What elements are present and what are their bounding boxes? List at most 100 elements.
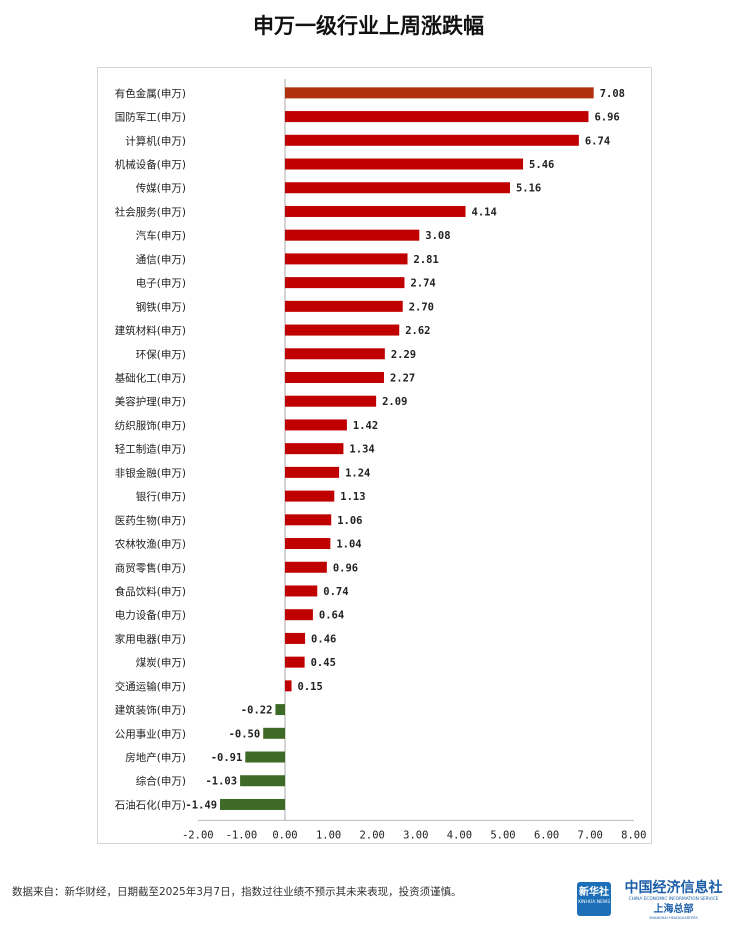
category-label: 综合(申万)	[136, 775, 186, 788]
bar	[285, 87, 594, 99]
x-tick-label: 0.00	[272, 829, 297, 841]
cei-logo-text: 中国经济信息社	[624, 880, 723, 896]
x-tick-label: 6.00	[534, 829, 559, 841]
value-label: 2.74	[410, 278, 435, 290]
x-tick-label: 2.00	[360, 829, 385, 841]
category-label: 环保(申万)	[136, 348, 186, 361]
bar	[285, 134, 579, 146]
category-label: 石油石化(申万)	[115, 798, 186, 811]
cei-branch-en: SHANGHAI HEADQUARTERS	[649, 916, 698, 920]
x-tick-label: 7.00	[578, 829, 603, 841]
value-label: -1.03	[205, 776, 237, 788]
value-label: 6.74	[585, 135, 610, 147]
bar	[275, 704, 285, 716]
bar	[220, 798, 285, 810]
category-label: 房地产(申万)	[125, 751, 186, 764]
cei-logo: 中国经济信息社 CHINA ECONOMIC INFORMATION SERVI…	[616, 880, 731, 921]
bar	[285, 324, 400, 336]
value-label: 1.42	[353, 420, 378, 432]
value-label: 0.46	[311, 633, 336, 645]
category-label: 国防军工(申万)	[115, 111, 186, 124]
bar	[285, 277, 405, 289]
value-label: 2.81	[414, 254, 439, 266]
value-label: 0.96	[333, 562, 358, 574]
bar	[285, 372, 384, 383]
bar	[285, 514, 332, 526]
bar	[285, 538, 331, 550]
category-label: 交通运输(申万)	[115, 680, 186, 693]
value-label: 5.16	[516, 183, 541, 195]
category-label: 美容护理(申万)	[115, 395, 186, 408]
category-label: 医药生物(申万)	[115, 514, 186, 527]
x-tick-label: 1.00	[316, 829, 341, 841]
bar	[285, 111, 589, 123]
value-label: 0.45	[311, 657, 336, 669]
xinhua-logo-text: 新华社	[579, 887, 609, 898]
category-label: 农林牧渔(申万)	[115, 538, 186, 551]
value-label: 1.04	[336, 539, 361, 551]
category-label: 电力设备(申万)	[115, 609, 186, 622]
bar-chart: 有色金属(申万) 7.08 国防军工(申万) 6.96 计算机(申万) 6.74 机械设备(…	[115, 79, 646, 841]
xinhua-logo-en: XINHUA NEWS	[577, 900, 611, 905]
bar	[285, 680, 292, 692]
category-label: 轻工制造(申万)	[115, 443, 186, 456]
bar	[285, 395, 377, 407]
value-label: 2.27	[390, 373, 415, 385]
value-label: 2.62	[405, 325, 430, 337]
bar	[240, 775, 285, 787]
value-label: 2.29	[391, 349, 416, 361]
category-label: 食品饮料(申万)	[115, 585, 186, 598]
value-label: -1.49	[185, 799, 217, 811]
value-label: 3.08	[425, 230, 450, 242]
bar	[285, 585, 318, 597]
bar	[263, 727, 285, 739]
value-label: 0.15	[298, 681, 323, 693]
chart-area: 有色金属(申万) 7.08 国防军工(申万) 6.96 计算机(申万) 6.74 机械设备(…	[97, 67, 652, 844]
category-label: 计算机(申万)	[125, 134, 186, 147]
value-label: -0.50	[229, 728, 261, 740]
category-label: 基础化工(申万)	[115, 372, 186, 385]
chart-title: 申万一级行业上周涨跌幅	[253, 13, 484, 38]
category-label: 建筑装饰(申万)	[115, 704, 186, 717]
value-label: 5.46	[529, 159, 554, 171]
category-label: 非银金融(申万)	[115, 466, 186, 479]
bar	[285, 300, 403, 312]
bar	[285, 609, 313, 621]
bar	[285, 348, 385, 360]
x-tick-label: 4.00	[447, 829, 472, 841]
value-label: 7.08	[600, 88, 625, 100]
bar	[285, 656, 305, 668]
x-tick-label: -2.00	[182, 829, 214, 841]
cei-branch: 上海总部	[653, 904, 694, 915]
value-label: 0.64	[319, 610, 344, 622]
value-label: -0.22	[241, 705, 273, 717]
bar	[245, 751, 285, 763]
category-label: 煤炭(申万)	[136, 656, 186, 669]
x-tick-label: -1.00	[226, 829, 258, 841]
value-label: 4.14	[472, 206, 497, 218]
category-label: 银行(申万)	[136, 490, 186, 503]
value-label: 1.06	[337, 515, 362, 527]
x-tick-label: 5.00	[490, 829, 515, 841]
x-tick-label: 3.00	[403, 829, 428, 841]
cei-logo-en: CHINA ECONOMIC INFORMATION SERVICE	[628, 897, 719, 902]
x-tick-label: 8.00	[621, 829, 646, 841]
bar	[285, 490, 335, 502]
category-label: 商贸零售(申万)	[115, 561, 186, 574]
category-label: 家用电器(申万)	[115, 632, 186, 645]
category-label: 传媒(申万)	[136, 182, 186, 195]
category-label: 有色金属(申万)	[115, 87, 186, 100]
category-label: 电子(申万)	[136, 277, 186, 290]
value-label: 1.13	[340, 491, 365, 503]
xinhua-logo: 新华社 XINHUA NEWS	[577, 882, 611, 916]
category-label: 汽车(申万)	[136, 229, 186, 242]
bar	[285, 632, 306, 644]
category-label: 纺织服饰(申万)	[115, 419, 186, 432]
bar	[285, 419, 347, 431]
category-label: 钢铁(申万)	[136, 300, 186, 313]
value-label: 2.70	[409, 301, 434, 313]
category-label: 机械设备(申万)	[115, 158, 186, 171]
bar	[285, 443, 344, 455]
category-label: 社会服务(申万)	[115, 205, 186, 218]
footer-source-note: 数据来自：新华财经，日期截至2025年3月7日，指数过往业绩不预示其未来表现，投…	[12, 886, 462, 898]
